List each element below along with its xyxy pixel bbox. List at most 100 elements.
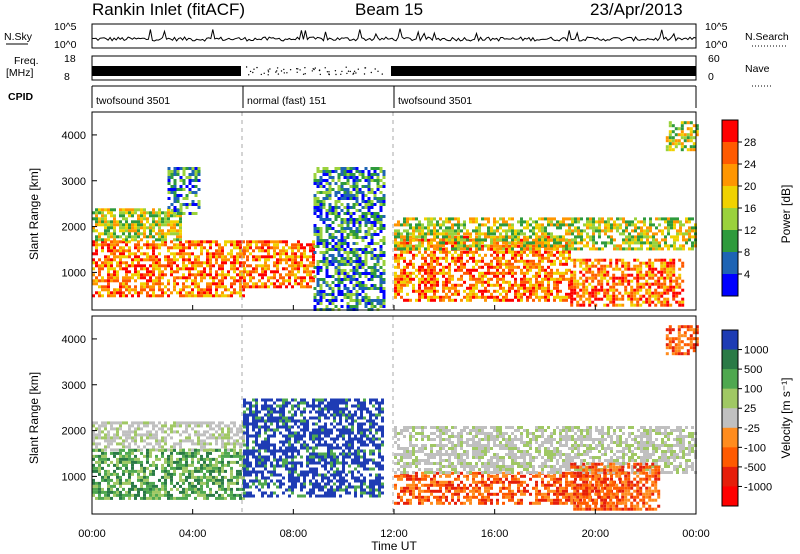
heatmap-cell: [688, 247, 691, 251]
heatmap-cell: [221, 430, 224, 434]
heatmap-cell: [529, 250, 532, 254]
heatmap-cell: [373, 284, 377, 287]
heatmap-cell: [319, 287, 323, 290]
heatmap-cell: [346, 278, 350, 281]
heatmap-cell: [648, 258, 652, 262]
heatmap-cell: [209, 463, 212, 467]
heatmap-cell: [579, 276, 583, 280]
heatmap-cell: [185, 185, 189, 188]
heatmap-cell: [337, 290, 341, 293]
heatmap-cell: [140, 487, 143, 491]
heatmap-cell: [352, 203, 356, 206]
heatmap-cell: [448, 265, 451, 269]
heatmap-cell: [358, 170, 362, 173]
heatmap-cell: [597, 267, 601, 271]
heatmap-cell: [373, 170, 377, 173]
heatmap-cell: [119, 451, 122, 455]
heatmap-cell: [679, 244, 682, 248]
heatmap-cell: [143, 481, 146, 485]
heatmap-cell: [649, 226, 652, 230]
heatmap-cell: [559, 223, 562, 227]
heatmap-cell: [340, 269, 344, 272]
heatmap-cell: [322, 221, 326, 224]
heatmap-cell: [140, 246, 143, 250]
heatmap-cell: [179, 203, 183, 206]
heatmap-cell: [460, 250, 463, 254]
heatmap-cell: [243, 494, 246, 498]
heatmap-cell: [454, 250, 457, 254]
heatmap-cell: [337, 230, 341, 233]
heatmap-cell: [140, 466, 143, 470]
heatmap-cell: [158, 478, 161, 482]
heatmap-cell: [194, 475, 197, 479]
heatmap-cell: [535, 295, 538, 299]
heatmap-cell: [188, 294, 191, 298]
heatmap-cell: [239, 487, 242, 491]
heatmap-cell: [176, 481, 179, 485]
heatmap-cell: [463, 250, 466, 254]
heatmap-cell: [137, 220, 140, 224]
heatmap-cell: [433, 289, 436, 293]
heatmap-cell: [666, 276, 670, 280]
heatmap-cell: [203, 475, 206, 479]
heatmap-cell: [188, 439, 191, 443]
heatmap-cell: [122, 285, 125, 289]
heatmap-cell: [430, 277, 433, 281]
heatmap-cell: [209, 261, 212, 265]
heatmap-cell: [376, 233, 380, 236]
heatmap-cell: [119, 424, 122, 428]
heatmap-cell: [209, 451, 212, 455]
heatmap-cell: [325, 230, 329, 233]
heatmap-cell: [152, 282, 155, 286]
heatmap-cell: [152, 469, 155, 473]
heatmap-cell: [191, 472, 194, 476]
heatmap-cell: [666, 291, 670, 295]
heatmap-cell: [92, 229, 95, 233]
heatmap-cell: [325, 275, 329, 278]
heatmap-cell: [230, 282, 233, 286]
heatmap-cell: [143, 433, 146, 437]
heatmap-cell: [230, 264, 233, 268]
heatmap-cell: [285, 240, 288, 244]
heatmap-cell: [297, 249, 300, 253]
heatmap-cell: [233, 279, 236, 283]
heatmap-cell: [152, 252, 155, 256]
heatmap-cell: [164, 484, 167, 488]
heatmap-cell: [373, 275, 377, 278]
heatmap-cell: [579, 297, 583, 301]
heatmap-cell: [221, 261, 224, 265]
heatmap-cell: [134, 291, 137, 295]
heatmap-cell: [657, 270, 661, 274]
heatmap-cell: [406, 241, 409, 245]
heatmap-cell: [535, 262, 538, 266]
heatmap-cell: [475, 277, 478, 281]
heatmap-cell: [152, 427, 155, 431]
heatmap-cell: [469, 289, 472, 293]
heatmap-cell: [580, 238, 583, 242]
heatmap-cell: [176, 246, 179, 250]
heatmap-cell: [173, 460, 176, 464]
heatmap-cell: [424, 217, 427, 221]
heatmap-cell: [137, 472, 140, 476]
heatmap-cell: [577, 217, 580, 221]
heatmap-cell: [224, 424, 227, 428]
heatmap-cell: [98, 442, 101, 446]
heatmap-cell: [146, 252, 149, 256]
heatmap-cell: [678, 291, 682, 295]
heatmap-cell: [523, 247, 526, 251]
heatmap-cell: [628, 223, 631, 227]
heatmap-cell: [496, 220, 499, 224]
heatmap-cell: [325, 188, 329, 191]
heatmap-cell: [517, 241, 520, 245]
heatmap-cell: [496, 274, 499, 278]
heatmap-cell: [255, 267, 258, 271]
heatmap-cell: [364, 176, 368, 179]
heatmap-cell: [511, 256, 514, 260]
heatmap-cell: [508, 268, 511, 272]
heatmap-cell: [430, 271, 433, 275]
heatmap-cell: [143, 439, 146, 443]
heatmap-cell: [300, 261, 303, 265]
heatmap-cell: [98, 264, 101, 268]
heatmap-cell: [532, 259, 535, 263]
heatmap-cell: [140, 475, 143, 479]
